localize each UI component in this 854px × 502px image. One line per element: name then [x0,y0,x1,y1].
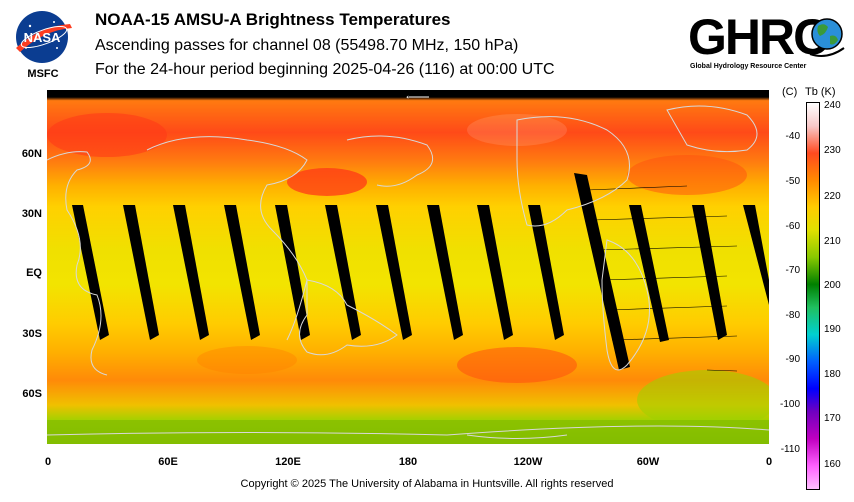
lon-label-180: 180 [398,456,418,468]
lon-label-0-right: 0 [765,456,773,468]
ghrc-full-name: Global Hydrology Resource Center [690,63,807,70]
colorbar-kelvin-label: 180 [824,369,841,380]
lat-label-30s: 30S [22,328,42,340]
lon-label-60e: 60E [158,456,178,468]
colorbar-celsius-header: (C) [782,86,798,98]
lat-label-60n: 60N [21,148,42,160]
ghrc-logo: GHRC Global Hydrology Resource Center [688,10,848,76]
nasa-logo-text: NASA [24,30,61,45]
colorbar-celsius-label: -110 [780,444,800,455]
colorbar-celsius-label: -50 [785,176,800,187]
orbit-gap-swaths [72,173,769,370]
colorbar-celsius-label: -60 [785,221,800,232]
colorbar-celsius-label: -40 [785,131,800,142]
colorbar-kelvin-label: 210 [824,236,841,247]
colorbar-celsius-label: -100 [779,399,800,410]
lat-label-eq: EQ [26,267,42,279]
copyright-footer: Copyright © 2025 The University of Alaba… [240,478,614,490]
colorbar-celsius-label: -90 [785,354,800,365]
nasa-meatball-icon: NASA [16,11,72,63]
lon-label-120e: 120E [275,456,301,468]
lat-label-30n: 30N [21,208,42,220]
colorbar-celsius-label: -70 [785,265,800,276]
colorbar-kelvin-label: 170 [824,413,841,424]
msfc-label: MSFC [27,68,59,80]
colorbar-kelvin-label: 220 [824,191,841,202]
lat-label-60s: 60S [22,388,42,400]
colorbar-kelvin-header: Tb (K) [805,86,836,98]
colorbar-kelvin-label: 230 [824,145,841,156]
lon-label-60w: 60W [636,456,660,468]
sparse-scan-lines [586,185,738,372]
brightness-temperature-map [47,90,769,444]
chart-title: NOAA-15 AMSU-A Brightness Temperatures [95,10,451,29]
colorbar-kelvin-label: 240 [824,100,841,111]
lon-label-120w: 120W [513,456,543,468]
coastlines [47,105,769,439]
nasa-logo: NASA MSFC [10,8,76,84]
colorbar [806,102,820,490]
colorbar-kelvin-label: 200 [824,280,841,291]
chart-period: For the 24-hour period beginning 2025-04… [95,61,555,78]
colorbar-kelvin-label: 160 [824,459,841,470]
orbit-direction-arrow: ← [404,88,416,102]
lon-label-0: 0 [44,456,52,468]
colorbar-kelvin-label: 190 [824,324,841,335]
globe-icon [809,18,845,57]
chart-subtitle: Ascending passes for channel 08 (55498.7… [95,37,519,54]
colorbar-celsius-label: -80 [785,310,800,321]
ghrc-logo-text: GHRC [688,9,829,65]
map-canvas [47,90,769,444]
